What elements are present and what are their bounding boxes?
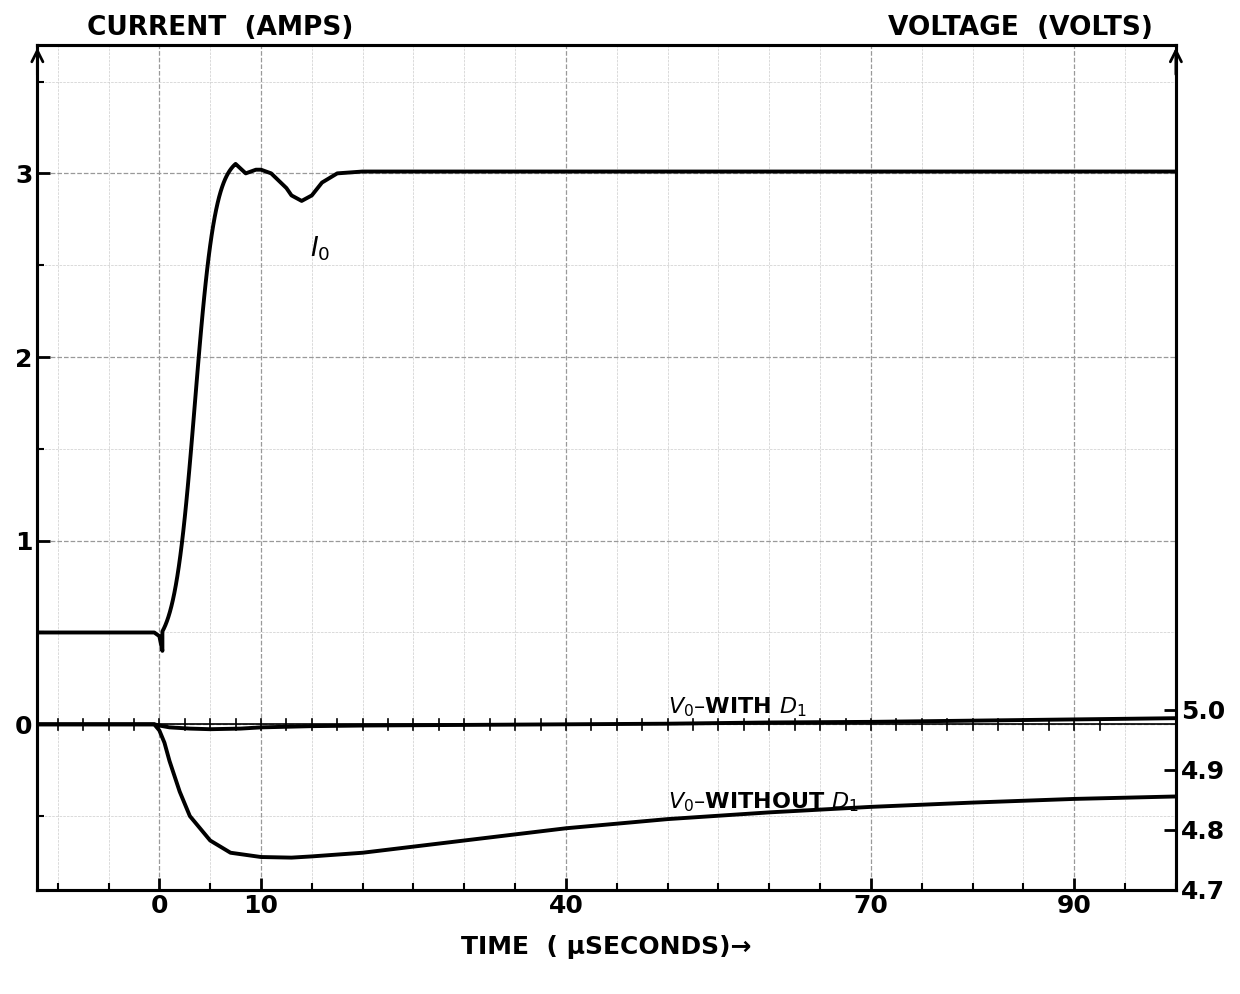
Text: CURRENT  (AMPS): CURRENT (AMPS): [87, 15, 353, 41]
Text: $V_0$–WITH $D_1$: $V_0$–WITH $D_1$: [667, 695, 806, 719]
X-axis label: TIME  ( μSECONDS)→: TIME ( μSECONDS)→: [461, 935, 751, 959]
Text: VOLTAGE  (VOLTS): VOLTAGE (VOLTS): [888, 15, 1153, 41]
Text: $I_0$: $I_0$: [310, 234, 330, 262]
Text: $V_0$–WITHOUT $D_1$: $V_0$–WITHOUT $D_1$: [667, 790, 858, 814]
